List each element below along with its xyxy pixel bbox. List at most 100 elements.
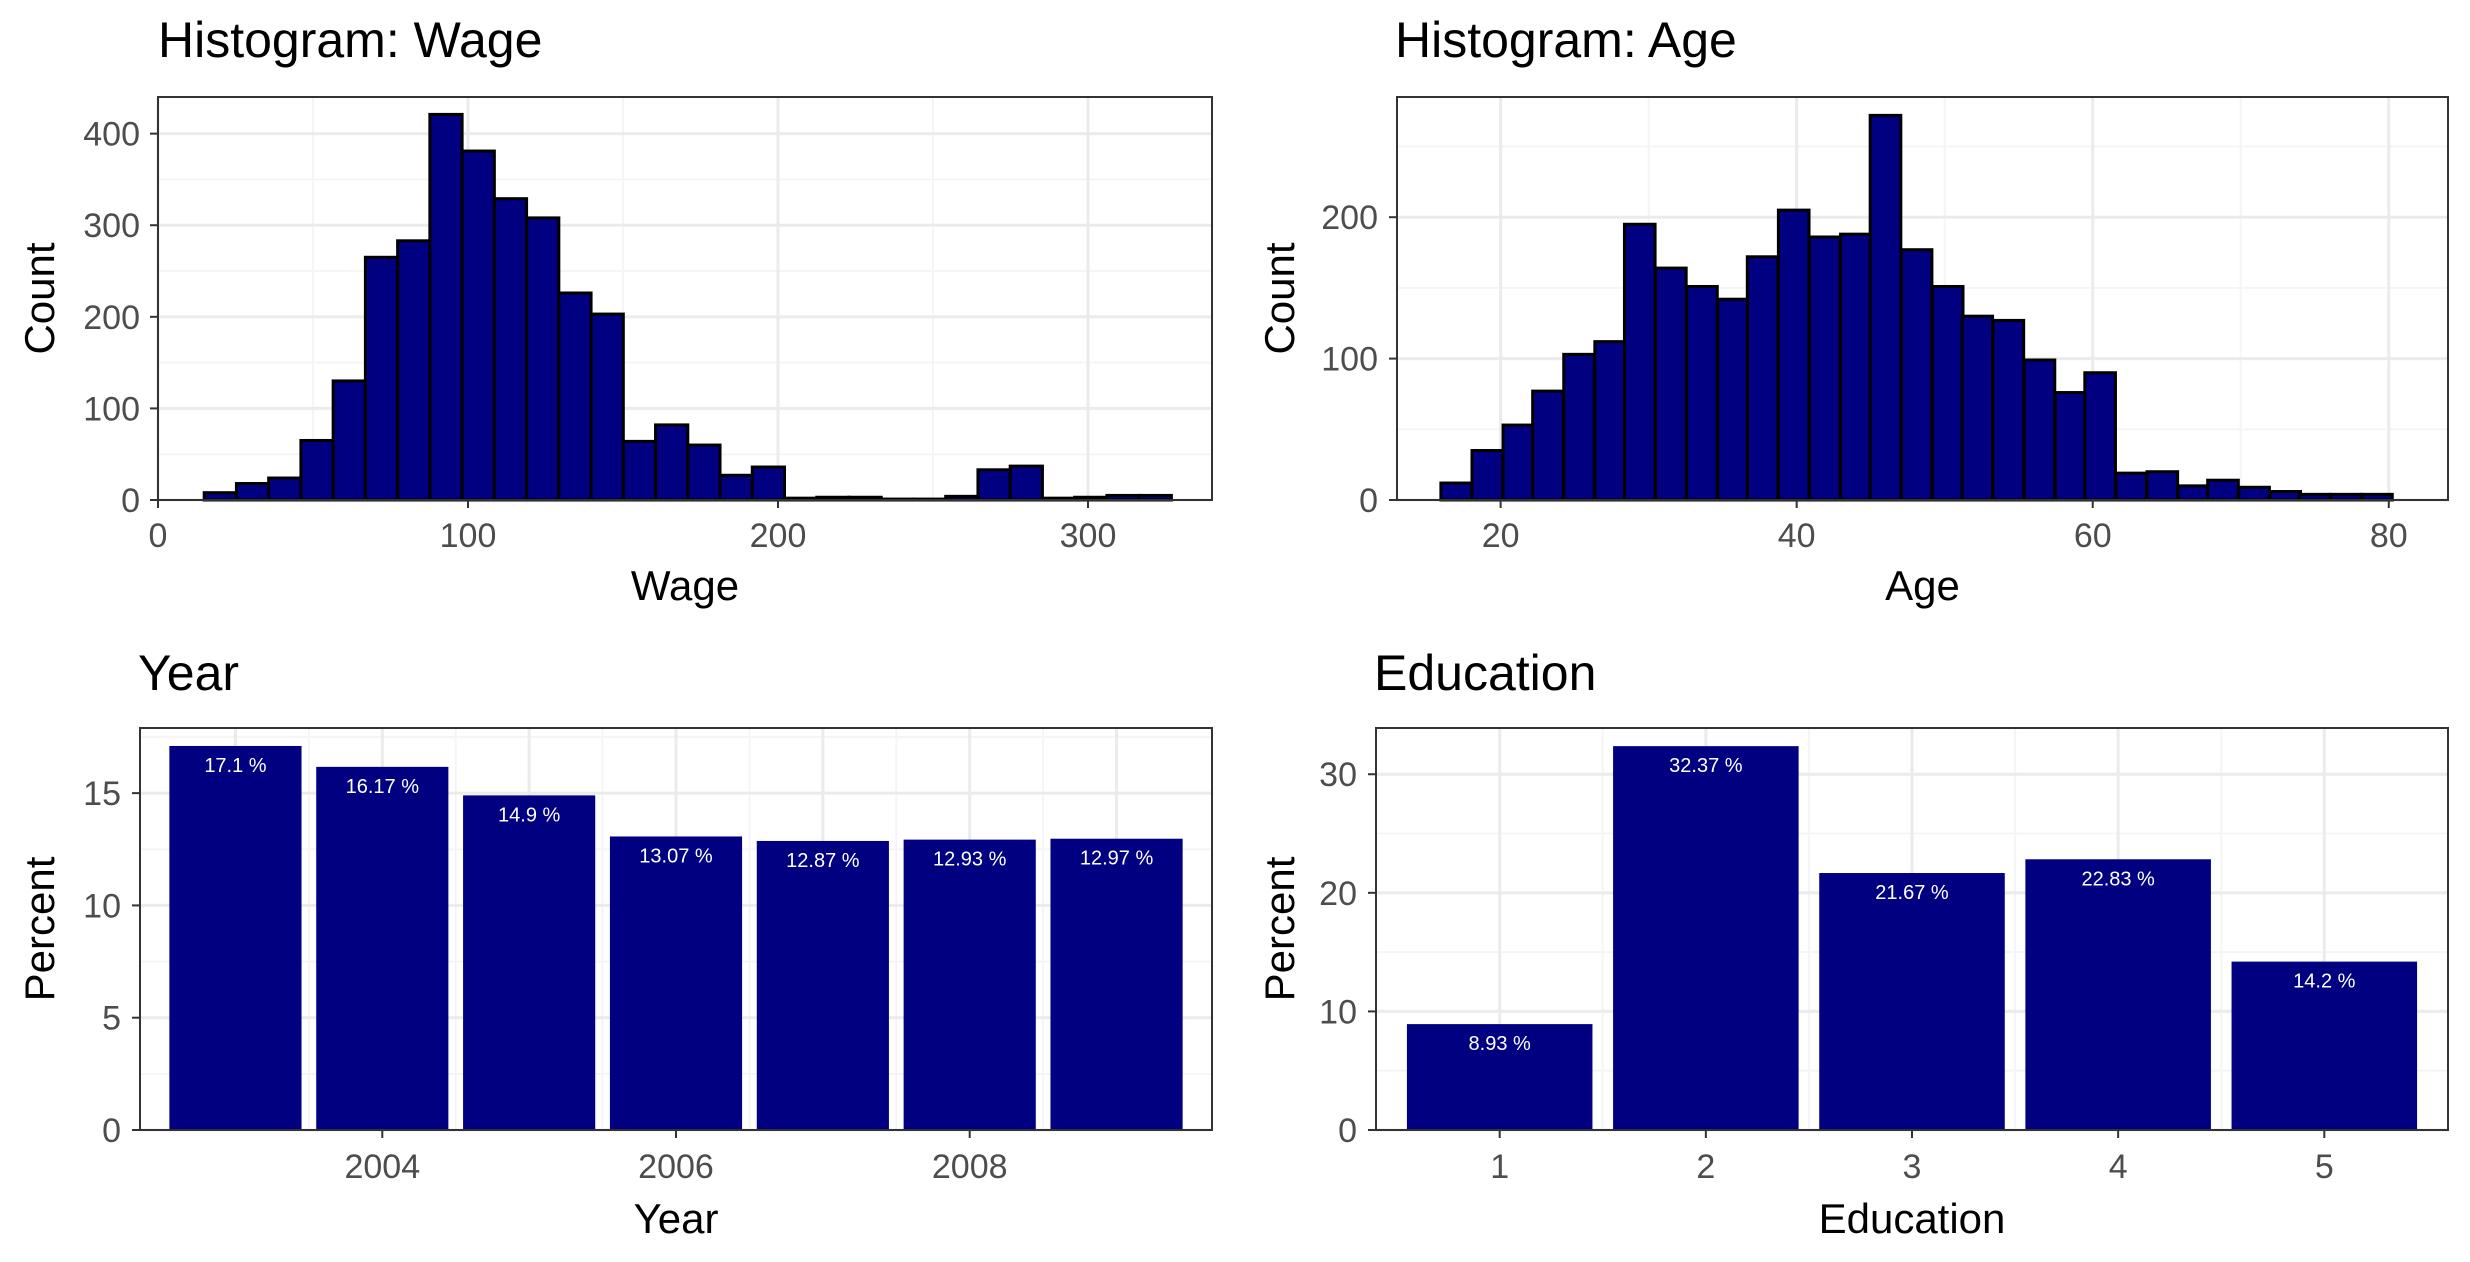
data-label: 17.1 % [204, 755, 266, 777]
bar [750, 465, 787, 502]
bar [525, 216, 561, 502]
x-tick-label: 300 [1060, 517, 1117, 555]
x-tick-label: 2008 [932, 1148, 1008, 1186]
x-tick-label: 2006 [638, 1148, 714, 1186]
x-axis-title: Education [1819, 1195, 2006, 1242]
x-tick-label: 100 [440, 517, 497, 555]
y-axis-title: Percent [16, 856, 63, 1001]
data-label: 32.37 % [1669, 755, 1743, 777]
y-tick-label: 300 [83, 207, 140, 245]
x-tick-label: 4 [2109, 1148, 2128, 1186]
bar [2176, 484, 2211, 502]
x-tick-label: 40 [1778, 517, 1816, 555]
y-axis-title: Count [16, 242, 63, 354]
bar [589, 312, 625, 502]
bar [2145, 470, 2180, 502]
data-label: 12.97 % [1080, 848, 1154, 870]
x-tick-label: 60 [2074, 517, 2112, 555]
y-tick-label: 0 [102, 1112, 121, 1150]
bar [1868, 113, 1903, 502]
bar [492, 197, 529, 502]
data-label: 16.17 % [346, 776, 420, 798]
bar [1622, 222, 1657, 502]
x-tick-label: 80 [2370, 517, 2408, 555]
y-tick-label: 400 [83, 116, 140, 154]
y-axis-title: Count [1256, 242, 1303, 354]
bar [1819, 873, 2005, 1130]
bar [2083, 371, 2117, 502]
bar [396, 239, 432, 502]
bar [609, 836, 743, 1130]
bar [2114, 471, 2149, 502]
bar [1899, 248, 1934, 502]
bar [621, 439, 658, 502]
bar [267, 476, 303, 502]
chart-panel-3: 8.93 % 32.37 % 21.67 % 22.83 % 14.2 % 0 10 20 30… [1256, 645, 2449, 1242]
bar [1613, 746, 1799, 1130]
x-tick-label: 5 [2315, 1148, 2334, 1186]
bar [1531, 389, 1565, 502]
bar [2268, 490, 2302, 502]
bar [2025, 859, 2211, 1130]
chart-panel-2: 17.1 % 16.17 % 14.9 % 13.07 % 12.87 % 12.93 %… [16, 645, 1213, 1242]
data-label: 12.93 % [933, 849, 1007, 871]
x-axis-title: Year [634, 1195, 719, 1242]
y-tick-label: 20 [1319, 875, 1357, 913]
bar [1991, 318, 2026, 502]
bar [1050, 838, 1183, 1130]
bar [169, 745, 302, 1130]
bar [756, 840, 889, 1130]
y-tick-label: 0 [1338, 1112, 1357, 1150]
y-tick-label: 200 [83, 299, 140, 337]
y-tick-label: 0 [1359, 482, 1378, 520]
x-tick-label: 20 [1482, 517, 1520, 555]
data-label: 12.87 % [786, 850, 860, 872]
chart-title: Histogram: Age [1395, 12, 1737, 68]
y-tick-label: 100 [83, 390, 140, 428]
bar [1839, 232, 1873, 502]
bar [1439, 481, 1474, 502]
bar [331, 379, 367, 502]
bar [202, 491, 238, 502]
data-label: 8.93 % [1469, 1033, 1531, 1055]
x-tick-label: 2004 [344, 1148, 420, 1186]
bar [1745, 255, 1780, 502]
data-label: 22.83 % [2081, 868, 2155, 890]
bar [1470, 449, 1505, 502]
bar [299, 438, 335, 502]
x-tick-label: 2 [1696, 1148, 1715, 1186]
y-tick-label: 15 [83, 775, 121, 813]
bar [1776, 208, 1811, 502]
y-tick-label: 10 [1319, 993, 1357, 1031]
chart-panel-1: 0 100 200 20 40 60 80 Histogram: Age Age Count [1256, 12, 2449, 609]
y-tick-label: 200 [1321, 199, 1378, 237]
bar [654, 423, 690, 502]
bar [1960, 314, 1995, 502]
x-tick-label: 200 [750, 517, 807, 555]
bar [428, 112, 464, 502]
bar [1562, 352, 1596, 502]
bar [1406, 1024, 1593, 1130]
x-tick-label: 3 [1903, 1148, 1922, 1186]
y-tick-label: 10 [83, 887, 121, 925]
y-tick-label: 30 [1319, 756, 1357, 794]
chart-title: Histogram: Wage [158, 12, 542, 68]
bar [2022, 358, 2057, 502]
bar [460, 149, 496, 502]
bar [903, 839, 1036, 1130]
y-axis-title: Percent [1256, 856, 1303, 1001]
bar [1716, 297, 1750, 502]
x-tick-label: 0 [149, 517, 168, 555]
bar [2206, 478, 2240, 502]
bar [976, 468, 1012, 502]
data-label: 21.67 % [1875, 882, 1949, 904]
bar [1930, 284, 1965, 502]
bar [463, 795, 596, 1130]
bar [234, 482, 271, 502]
panel-border [157, 96, 1213, 501]
bar [363, 255, 400, 502]
bar [1008, 464, 1044, 502]
x-axis-title: Wage [631, 562, 739, 609]
bar [1685, 284, 1719, 502]
y-tick-label: 0 [121, 482, 140, 520]
